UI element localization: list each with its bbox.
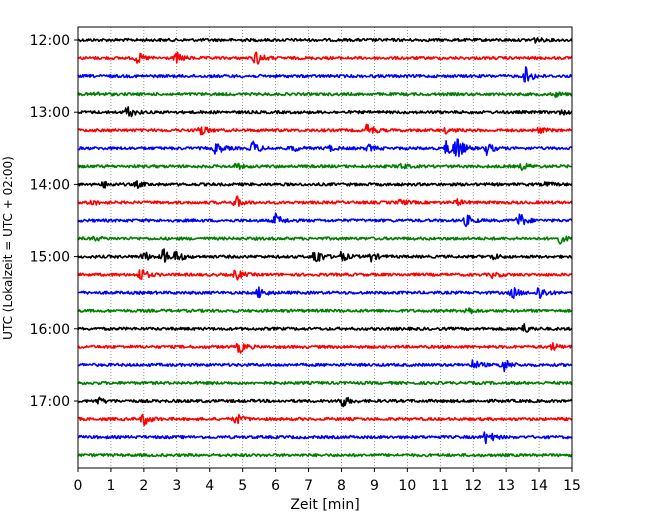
x-tick-label-13: 13 — [497, 478, 515, 494]
y-tick-label-1400: 14:00 — [30, 177, 70, 193]
y-tick-label-1700: 17:00 — [30, 394, 70, 410]
x-tick-label-5: 5 — [238, 478, 247, 494]
trace-1330 — [77, 138, 573, 158]
x-tick-label-15: 15 — [563, 478, 581, 494]
plot-background — [78, 27, 572, 468]
y-axis-label: UTC (Lokalzeit = UTC + 02:00) — [1, 156, 15, 340]
x-tick-label-10: 10 — [398, 478, 416, 494]
trace-1245 — [77, 91, 573, 98]
trace-1230 — [77, 66, 573, 83]
trace-1645 — [77, 380, 573, 386]
y-tick-label-1500: 15:00 — [30, 250, 70, 266]
x-tick-label-3: 3 — [172, 478, 181, 494]
seismic-traces — [77, 37, 573, 458]
trace-1530 — [78, 286, 573, 300]
trace-1745 — [77, 452, 573, 458]
x-tick-label-12: 12 — [464, 478, 482, 494]
trace-1215 — [77, 51, 573, 65]
trace-1315 — [77, 123, 573, 136]
trace-1300 — [77, 106, 573, 118]
x-tick-label-11: 11 — [431, 478, 449, 494]
trace-1630 — [77, 359, 573, 373]
x-tick-label-6: 6 — [271, 478, 280, 494]
trace-1700 — [77, 396, 573, 408]
trace-1345 — [77, 162, 573, 171]
x-tick-label-1: 1 — [106, 478, 115, 494]
x-tick-label-8: 8 — [337, 478, 346, 494]
trace-1400 — [77, 180, 573, 189]
x-tick-label-7: 7 — [304, 478, 313, 494]
trace-1730 — [77, 431, 573, 445]
trace-1715 — [77, 413, 573, 427]
trace-1600 — [77, 323, 573, 333]
x-tick-label-14: 14 — [530, 478, 548, 494]
y-axis-ticks: 12:00 13:00 14:00 15:00 16:00 17:00 — [30, 33, 78, 410]
trace-1200 — [77, 37, 573, 44]
x-axis-label: Zeit [min] — [290, 497, 359, 513]
trace-1430 — [77, 212, 573, 228]
trace-1545 — [77, 307, 573, 315]
y-tick-label-1600: 16:00 — [30, 322, 70, 338]
trace-1615 — [77, 342, 573, 354]
plot-frame — [77, 26, 573, 469]
x-tick-label-2: 2 — [139, 478, 148, 494]
y-tick-label-1300: 13:00 — [30, 105, 70, 121]
x-axis-ticks: 0 1 2 3 4 5 6 7 8 9 10 11 12 13 14 15 — [74, 468, 581, 494]
trace-1515 — [77, 269, 573, 281]
x-tick-label-0: 0 — [74, 478, 83, 494]
x-tick-label-4: 4 — [205, 478, 214, 494]
trace-1445 — [77, 235, 573, 245]
trace-1415 — [77, 195, 573, 208]
y-tick-label-1200: 12:00 — [30, 33, 70, 49]
trace-1500 — [77, 248, 573, 263]
x-tick-label-9: 9 — [370, 478, 379, 494]
